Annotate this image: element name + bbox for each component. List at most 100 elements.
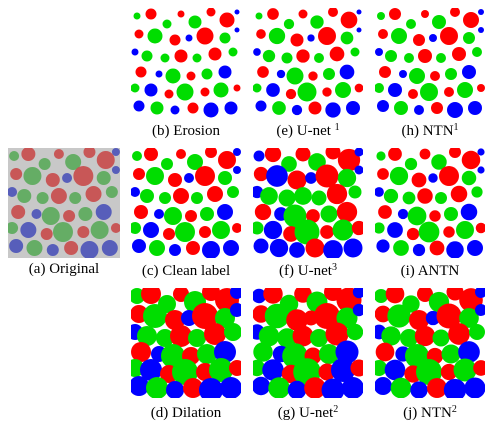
particle-circle: [320, 205, 338, 223]
particle-circle: [375, 48, 383, 56]
particle-circle: [131, 376, 149, 396]
particle-circle: [377, 12, 385, 20]
antn-image: [375, 148, 485, 258]
particle-circle: [478, 9, 484, 15]
particle-circle: [253, 288, 267, 304]
particle-circle: [253, 150, 265, 162]
particle-circle: [258, 325, 280, 347]
particle-circle: [110, 223, 120, 233]
particle-circle: [192, 53, 202, 63]
particle-circle: [311, 190, 327, 206]
particle-circle: [10, 168, 23, 180]
particle-circle: [256, 29, 266, 39]
particle-circle: [131, 342, 151, 362]
panel-b-erosion: [131, 8, 241, 118]
particle-circle: [463, 32, 475, 44]
particle-circle: [376, 151, 386, 161]
particle-circle: [224, 323, 241, 341]
particle-circle: [428, 173, 438, 183]
particle-circle: [446, 288, 464, 301]
particle-circle: [391, 28, 407, 44]
particle-circle: [105, 186, 118, 198]
particle-circle: [196, 27, 214, 45]
particle-circle: [165, 310, 185, 330]
particle-circle: [188, 329, 206, 347]
particle-circle: [315, 164, 339, 188]
particle-circle: [186, 71, 196, 81]
particle-circle: [145, 8, 157, 20]
ntn1-image: [375, 8, 485, 118]
particle-circle: [266, 83, 280, 97]
particle-circle: [101, 240, 118, 256]
particle-circle: [192, 303, 218, 329]
panel-f-unet3: [253, 148, 363, 258]
particle-circle: [230, 288, 241, 299]
particle-circle: [432, 15, 446, 29]
particle-circle: [440, 363, 458, 381]
caption-j-sup: 2: [451, 404, 457, 415]
particle-circle: [263, 288, 283, 304]
unet3-image: [253, 148, 363, 258]
particle-circle: [440, 27, 458, 45]
particle-circle: [453, 358, 477, 382]
particle-circle: [331, 358, 355, 382]
particle-circle: [255, 12, 263, 20]
particle-circle: [314, 303, 340, 329]
particle-circle: [388, 83, 402, 97]
particle-circle: [133, 168, 145, 180]
particle-circle: [307, 34, 315, 42]
unet2-image: [253, 288, 363, 398]
particle-circle: [387, 304, 411, 328]
particle-circle: [215, 308, 235, 328]
particle-circle: [297, 82, 317, 102]
particle-circle: [417, 288, 433, 302]
particle-circle: [262, 359, 284, 381]
particle-circle: [233, 148, 241, 156]
particle-circle: [350, 47, 360, 57]
particle-circle: [228, 47, 238, 57]
particle-circle: [356, 9, 362, 15]
particle-circle: [131, 48, 139, 56]
particle-circle: [473, 360, 485, 376]
caption-g-sup: 2: [333, 404, 339, 415]
particle-circle: [328, 8, 338, 17]
caption-g: (g) U-net2: [253, 404, 363, 421]
particle-circle: [376, 239, 390, 253]
particle-circle: [318, 27, 336, 45]
particle-circle: [132, 239, 146, 253]
particle-circle: [326, 183, 348, 205]
particle-circle: [213, 82, 229, 98]
particle-circle: [420, 83, 438, 101]
particle-circle: [336, 201, 358, 223]
particle-circle: [375, 187, 384, 197]
particle-circle: [377, 100, 389, 112]
particle-circle: [452, 47, 466, 61]
caption-i-text: (i) ANTN: [400, 263, 460, 279]
particle-circle: [206, 8, 216, 17]
caption-g-text: (g) U-net: [277, 405, 334, 421]
particle-circle: [323, 68, 335, 80]
particle-circle: [207, 186, 223, 202]
particle-circle: [173, 188, 189, 204]
particle-circle: [233, 166, 241, 174]
particle-circle: [325, 148, 341, 160]
particle-circle: [397, 208, 409, 220]
particle-circle: [286, 309, 308, 331]
particle-circle: [26, 240, 43, 256]
particle-circle: [9, 151, 20, 161]
particle-circle: [169, 34, 181, 46]
particle-circle: [378, 29, 388, 39]
particle-circle: [21, 148, 36, 161]
particle-circle: [141, 288, 161, 304]
particle-circle: [430, 71, 440, 81]
particle-circle: [272, 101, 286, 115]
particle-circle: [377, 168, 389, 180]
particle-circle: [404, 157, 418, 171]
particle-circle: [11, 205, 26, 219]
particle-circle: [223, 240, 239, 256]
particle-circle: [337, 148, 361, 172]
panel-e-unet1: [253, 8, 363, 118]
particle-circle: [407, 206, 427, 226]
particle-circle: [212, 221, 230, 239]
particle-circle: [218, 65, 232, 79]
